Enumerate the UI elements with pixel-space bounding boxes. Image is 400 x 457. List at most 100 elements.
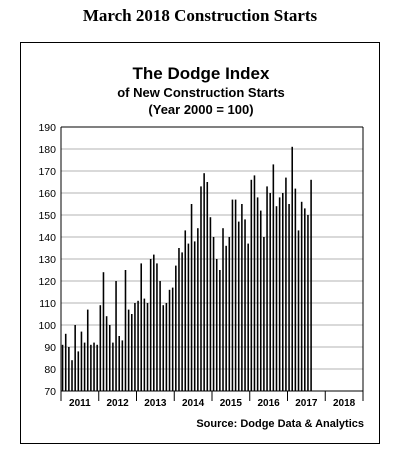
bar (112, 342, 114, 391)
bar (247, 243, 249, 391)
x-year-label: 2017 (295, 398, 318, 409)
x-year-label: 2015 (220, 398, 243, 409)
x-year-label: 2012 (107, 398, 130, 409)
bar (307, 215, 309, 391)
bar (105, 316, 108, 391)
bar (115, 281, 117, 391)
bar (127, 309, 130, 391)
bar (162, 305, 165, 391)
bar (178, 248, 180, 391)
bar (278, 197, 281, 391)
bar (118, 336, 120, 391)
bar (93, 342, 95, 391)
bar (77, 351, 80, 391)
bar (256, 197, 259, 391)
bar (209, 217, 212, 391)
bar (300, 201, 303, 391)
bar (68, 347, 70, 391)
y-tick-label: 170 (38, 166, 56, 178)
bar (90, 344, 92, 391)
bar (228, 237, 231, 391)
bar (181, 252, 183, 391)
bar (134, 303, 136, 391)
bar (222, 228, 224, 391)
bar (225, 245, 227, 391)
y-tick-label: 130 (38, 254, 56, 266)
y-tick-label: 90 (44, 342, 56, 354)
bar (212, 237, 215, 391)
y-tick-label: 140 (38, 232, 56, 244)
y-tick-label: 150 (38, 210, 56, 222)
bar (253, 175, 256, 391)
x-year-label: 2018 (333, 398, 356, 409)
bar (237, 221, 240, 391)
bar (121, 340, 124, 391)
bar (285, 177, 287, 391)
bar (291, 146, 294, 391)
x-year-label: 2011 (69, 398, 91, 409)
x-year-label: 2014 (182, 398, 205, 409)
plot-area: 70 80 90 100 110 120 130 140 150 160 170 180 190 2011… (38, 122, 364, 409)
bar (193, 241, 196, 391)
bar (159, 281, 161, 391)
bar (168, 289, 171, 391)
bar (64, 333, 67, 391)
bar (203, 173, 205, 391)
bar (99, 305, 102, 391)
chart-subtitle-line-1: of New Construction Starts (117, 85, 285, 100)
bar (231, 199, 234, 391)
bar (187, 243, 190, 391)
y-tick-label: 160 (38, 188, 56, 200)
y-tick-label: 180 (38, 144, 56, 156)
y-tick-label: 190 (38, 122, 56, 134)
x-year-label: 2016 (258, 398, 281, 409)
chart-source: Source: Dodge Data & Analytics (196, 418, 364, 430)
bar (108, 325, 111, 391)
bar (153, 254, 155, 391)
bar (250, 179, 253, 391)
bar (96, 344, 98, 391)
bar (288, 204, 290, 391)
bar (297, 230, 300, 391)
bar (269, 193, 271, 391)
bar (215, 259, 218, 391)
bar (200, 186, 202, 391)
bar (175, 265, 177, 391)
y-tick-label: 80 (44, 364, 56, 376)
bar (61, 344, 64, 391)
y-tick-label: 70 (44, 386, 56, 398)
bar (149, 259, 152, 391)
bar (244, 219, 246, 391)
bar (143, 298, 146, 391)
bar (130, 314, 133, 391)
chart-frame: The Dodge Index of New Construction Star… (20, 42, 380, 444)
bar (83, 342, 86, 391)
bar (86, 309, 89, 391)
bar (259, 210, 262, 391)
dodge-index-chart: The Dodge Index of New Construction Star… (38, 64, 364, 430)
page-title: March 2018 Construction Starts (82, 6, 318, 25)
bar (80, 331, 83, 391)
bar (171, 287, 174, 391)
chart-subtitle-line-2: (Year 2000 = 100) (148, 102, 253, 117)
chart-title: The Dodge Index (133, 64, 271, 83)
bar (102, 272, 105, 391)
bar (137, 300, 139, 391)
bar (140, 263, 143, 391)
bar (74, 325, 76, 391)
bar (241, 204, 243, 391)
bar (165, 303, 168, 391)
x-year-label: 2013 (144, 398, 167, 409)
bar (266, 186, 268, 391)
y-tick-label: 110 (39, 298, 56, 310)
y-tick-label: 120 (38, 276, 56, 288)
bar (263, 237, 265, 391)
bar (275, 206, 278, 391)
bar (310, 179, 312, 391)
bar (281, 193, 284, 391)
bar (304, 208, 306, 391)
bar (272, 164, 275, 391)
bar (146, 303, 149, 391)
bar (206, 182, 209, 391)
bar (219, 270, 221, 391)
